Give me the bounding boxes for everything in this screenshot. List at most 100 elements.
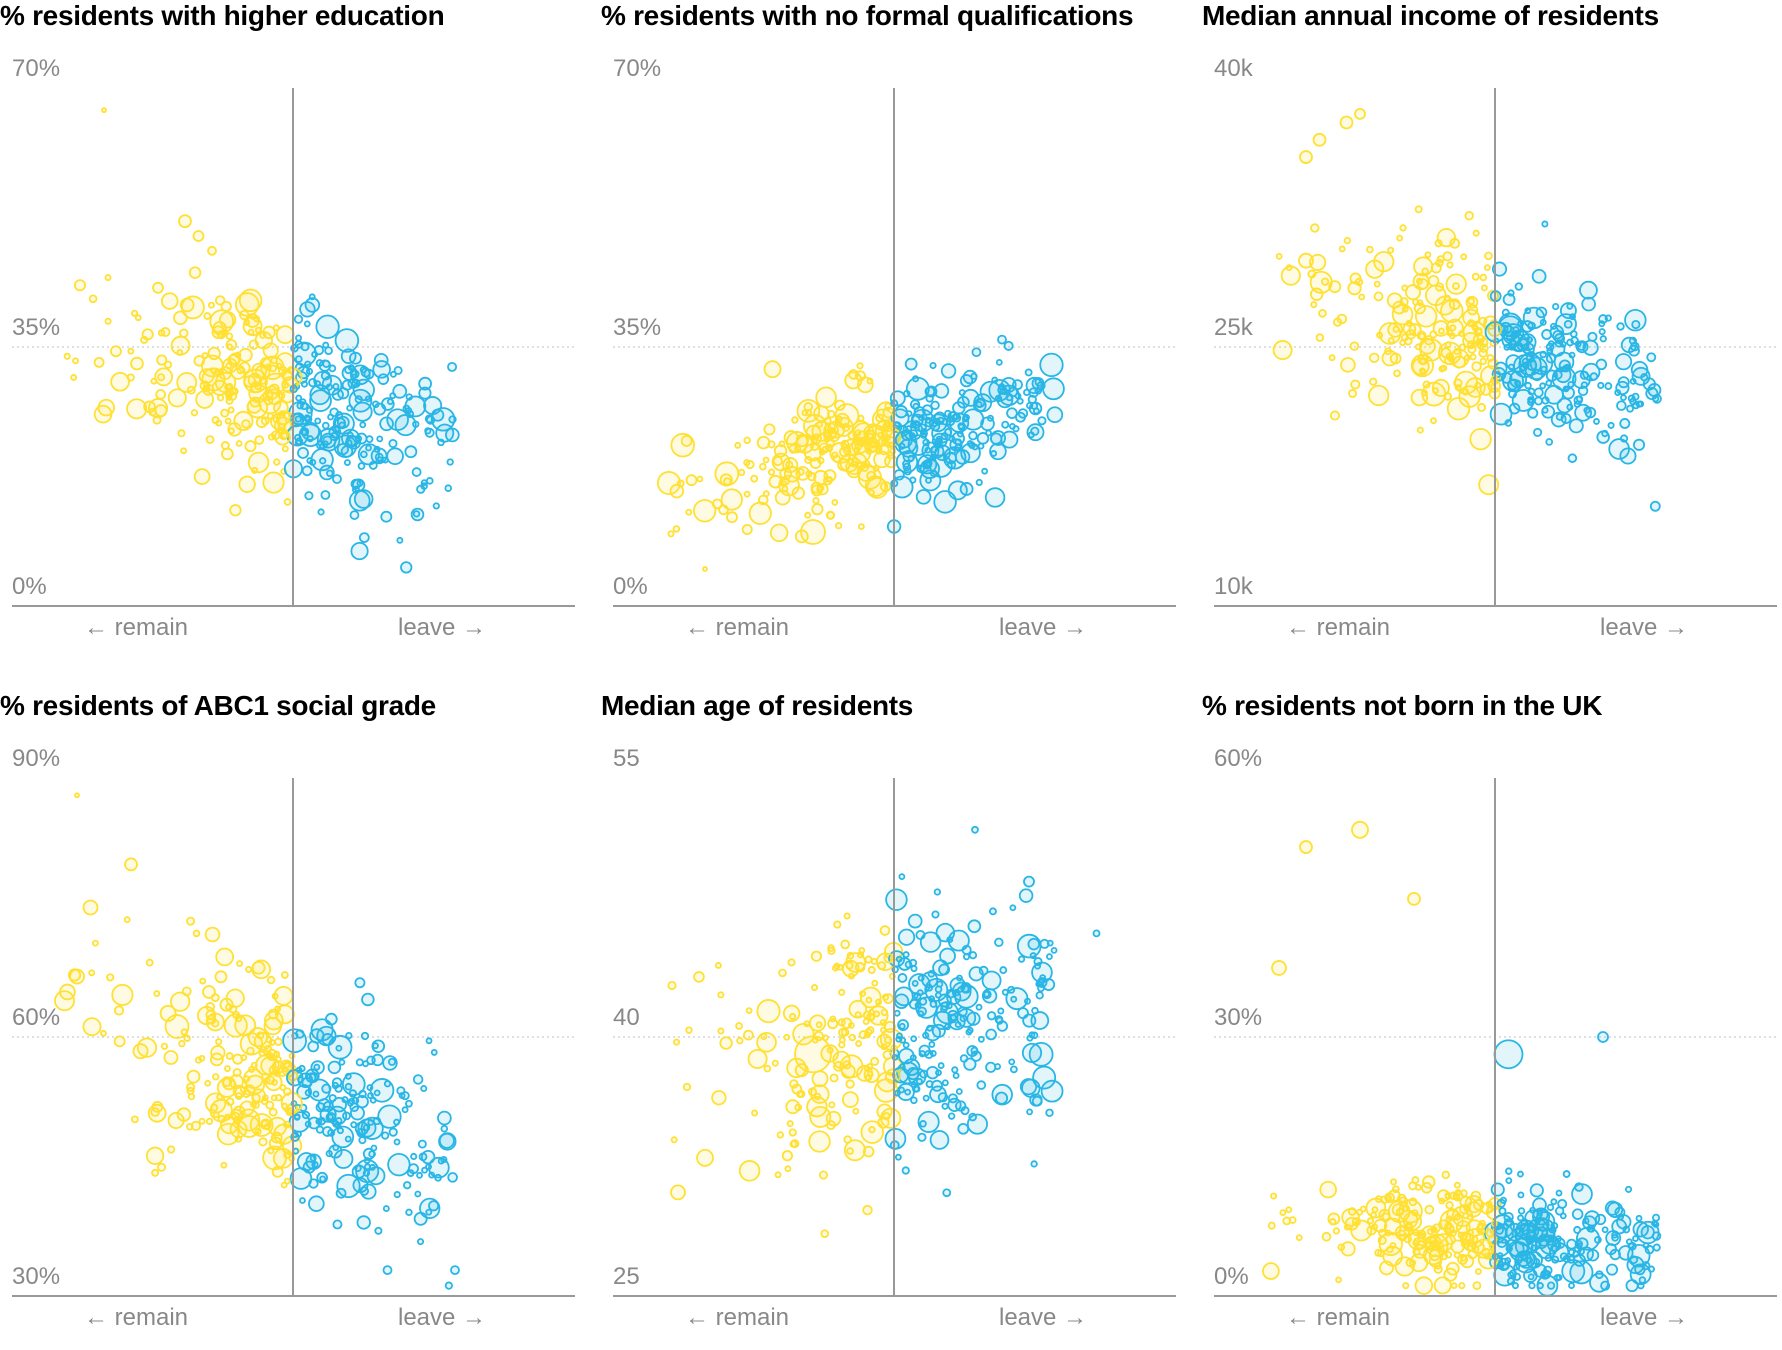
leave-point: [282, 1028, 307, 1054]
remain-point: [763, 360, 782, 379]
leave-point: [334, 417, 346, 430]
leave-point: [1547, 1235, 1555, 1243]
remain-point: [1398, 1209, 1419, 1230]
leave-point: [1597, 381, 1605, 389]
remain-point: [92, 939, 99, 947]
leave-point: [1539, 382, 1547, 390]
remain-point: [857, 414, 865, 422]
remain-point: [264, 1010, 284, 1031]
remain-point: [155, 389, 166, 400]
remain-point: [791, 416, 799, 424]
leave-point: [966, 1113, 988, 1135]
y-tick-label: 70%: [12, 55, 60, 82]
leave-point: [898, 1086, 906, 1094]
y-tick-label: 35%: [613, 314, 661, 341]
leave-point: [329, 432, 339, 441]
leave-point: [444, 1281, 453, 1290]
remain-point: [177, 429, 186, 438]
leave-point: [1512, 1272, 1522, 1281]
remain-point: [63, 352, 71, 360]
remain-point: [1445, 273, 1467, 295]
leave-point: [386, 447, 404, 466]
leave-point: [1632, 438, 1646, 451]
remain-point: [190, 409, 199, 417]
remain-point: [756, 1031, 777, 1053]
leave-point: [360, 1116, 384, 1140]
leave-point: [991, 1083, 1013, 1106]
leave-point: [315, 359, 324, 367]
remain-point: [757, 494, 769, 506]
leave-point: [1522, 361, 1530, 370]
leave-point: [299, 398, 307, 406]
remain-point: [1339, 115, 1354, 130]
leave-point: [310, 1060, 325, 1075]
remain-point: [1416, 277, 1423, 285]
remain-point: [1312, 132, 1327, 147]
remain-point: [203, 385, 211, 393]
leave-point: [1541, 329, 1553, 340]
remain-point: [834, 412, 850, 428]
leave-point: [1640, 373, 1649, 382]
remain-point: [1469, 427, 1492, 451]
leave-point: [425, 1037, 433, 1045]
leave-point: [919, 1120, 927, 1128]
remain-point: [1349, 341, 1360, 351]
remain-point: [1433, 1276, 1452, 1295]
remain-point: [255, 416, 268, 429]
leave-point: [1026, 401, 1034, 410]
remain-point: [1474, 381, 1482, 389]
leave-point: [309, 389, 332, 412]
leave-point: [897, 957, 912, 971]
leave-point: [359, 421, 367, 429]
remain-point: [862, 1204, 873, 1216]
leave-point: [387, 1152, 411, 1177]
remain-point: [855, 1040, 862, 1047]
leave-point: [393, 365, 403, 375]
leave-point: [972, 398, 987, 413]
y-tick-label: 25k: [1214, 314, 1254, 341]
remain-point: [1366, 1225, 1377, 1236]
remain-point: [227, 427, 235, 435]
remain-point: [210, 1103, 219, 1112]
remain-point: [1351, 820, 1369, 839]
leave-point: [980, 416, 995, 432]
leave-point: [948, 435, 956, 443]
remain-point: [123, 916, 131, 924]
remain-point: [54, 990, 75, 1012]
remain-point: [93, 356, 105, 368]
remain-point: [126, 398, 148, 420]
remain-point: [844, 371, 863, 390]
remain-point: [768, 468, 776, 476]
remain-point: [1474, 1268, 1482, 1275]
leave-point: [387, 1057, 397, 1066]
remain-point: [214, 371, 237, 394]
remain-point: [225, 393, 233, 401]
leave-point: [1009, 904, 1017, 912]
remain-point: [243, 368, 268, 394]
leave-point: [369, 1163, 376, 1171]
leave-point: [317, 508, 325, 516]
leave-point: [1624, 1185, 1633, 1193]
leave-point: [939, 947, 956, 965]
leave-point: [306, 457, 314, 465]
remain-point: [224, 1065, 231, 1072]
leave-point: [929, 454, 953, 478]
leave-point: [421, 1166, 429, 1174]
leave-point: [1032, 1065, 1057, 1090]
remain-point: [266, 388, 284, 406]
leave-point: [308, 1178, 319, 1189]
leave-label: leave →: [1600, 614, 1688, 641]
remain-point: [258, 391, 282, 415]
remain-point: [259, 331, 267, 339]
y-tick-label: 70%: [613, 55, 661, 82]
remain-point: [702, 566, 708, 572]
remain-point: [772, 455, 783, 467]
remain-point: [1471, 1235, 1479, 1243]
remain-point: [877, 1116, 890, 1129]
remain-point: [1428, 1235, 1442, 1249]
y-tick-label: 0%: [12, 573, 47, 600]
leave-point: [1631, 366, 1651, 386]
leave-point: [340, 348, 357, 365]
leave-point: [898, 1022, 906, 1030]
remain-point: [1318, 309, 1327, 318]
